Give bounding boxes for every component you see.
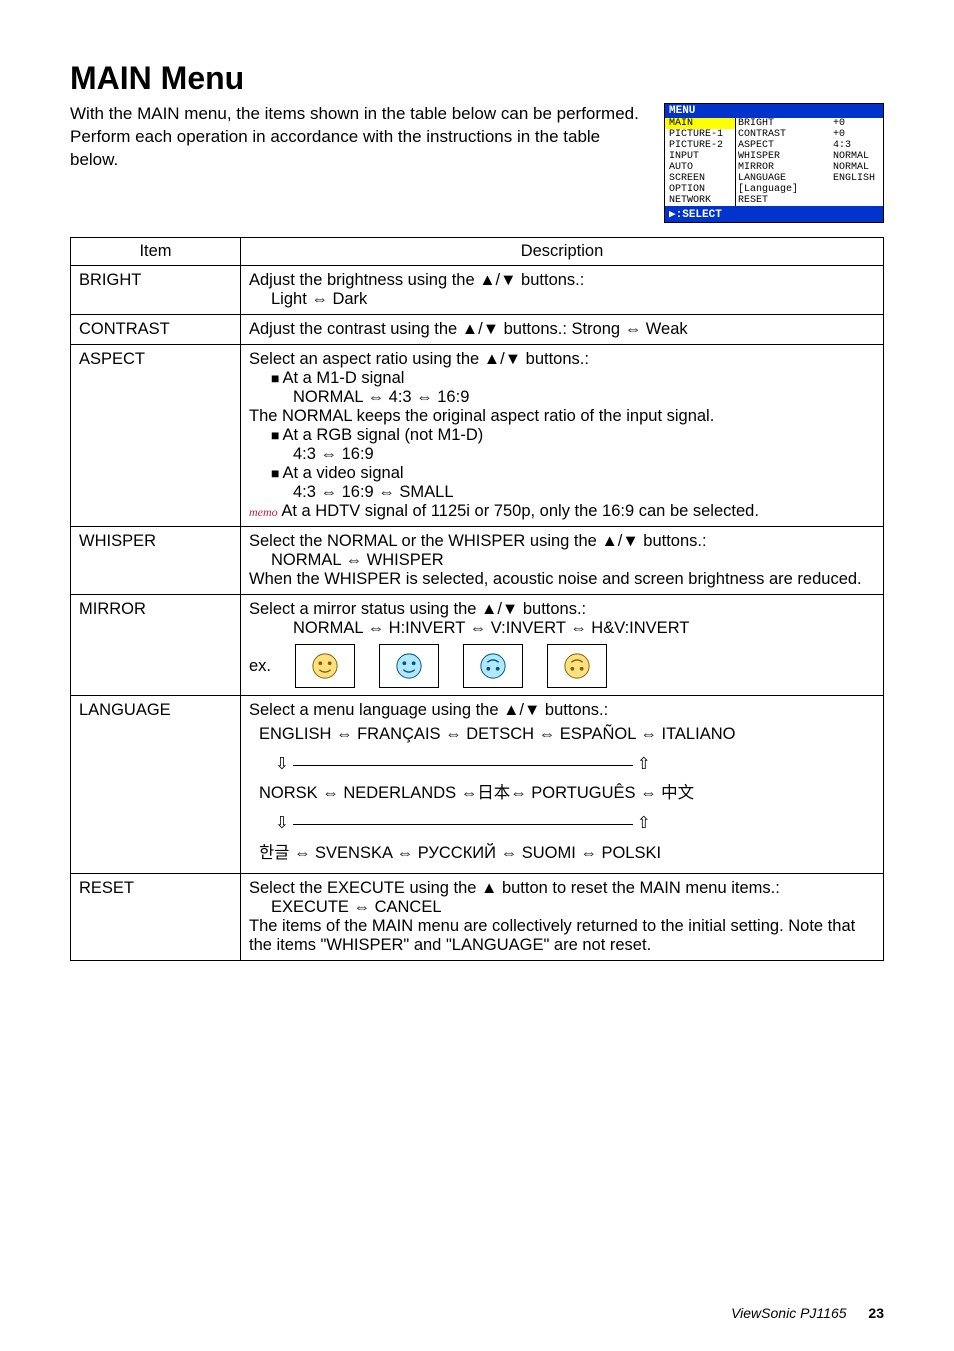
- text: Select a mirror status using the ▲/▼ but…: [249, 600, 586, 618]
- intro-row: With the MAIN menu, the items shown in t…: [70, 103, 884, 223]
- table-row: BRIGHT Adjust the brightness using the ▲…: [71, 266, 884, 315]
- desc-cell: Select a mirror status using the ▲/▼ but…: [241, 595, 884, 696]
- desc-cell: Select the NORMAL or the WHISPER using t…: [241, 527, 884, 595]
- osd-left: MAIN: [665, 118, 735, 129]
- memo-label: memo: [249, 505, 278, 519]
- osd-footer: ▶:SELECT: [665, 206, 883, 222]
- item-cell: CONTRAST: [71, 315, 241, 345]
- mirror-example-row: ex.: [249, 644, 875, 688]
- settings-table: Item Description BRIGHT Adjust the brigh…: [70, 237, 884, 961]
- lang-row-3: 한글 ⇔ SVENSKA ⇔ РУССКИЙ ⇔ SUOMI ⇔ POLSKI: [249, 839, 875, 869]
- osd-center: ASPECT: [735, 140, 831, 151]
- memo-text: At a HDTV signal of 1125i or 750p, only …: [278, 502, 759, 520]
- text: Light ⇔ Dark: [249, 290, 875, 309]
- product-name: ViewSonic PJ1165: [731, 1305, 846, 1321]
- osd-center: WHISPER: [735, 151, 831, 162]
- th-desc: Description: [241, 238, 884, 266]
- table-row: WHISPER Select the NORMAL or the WHISPER…: [71, 527, 884, 595]
- bullet-icon: ■: [271, 427, 279, 443]
- osd-rows: MAINBRIGHT+0 PICTURE-1CONTRAST+0 PICTURE…: [665, 118, 883, 206]
- text: EXECUTE ⇔ CANCEL: [249, 898, 875, 917]
- desc-cell: Adjust the brightness using the ▲/▼ butt…: [241, 266, 884, 315]
- page-footer: ViewSonic PJ1165 23: [731, 1305, 884, 1321]
- text: ■At a RGB signal (not M1-D): [249, 426, 875, 445]
- osd-right: [831, 184, 883, 195]
- text: Adjust the brightness using the ▲/▼ butt…: [249, 271, 584, 289]
- text: The NORMAL keeps the original aspect rat…: [249, 407, 714, 425]
- osd-left: INPUT: [665, 151, 735, 162]
- table-row: MIRROR Select a mirror status using the …: [71, 595, 884, 696]
- table-row: RESET Select the EXECUTE using the ▲ but…: [71, 874, 884, 961]
- language-cycle: ENGLISH ⇔ FRANÇAIS ⇔ DETSCH ⇔ ESPAÑOL ⇔ …: [249, 720, 875, 868]
- osd-center: RESET: [735, 195, 831, 206]
- osd-center: CONTRAST: [735, 129, 831, 140]
- bullet-icon: ■: [271, 370, 279, 386]
- intro-text: With the MAIN menu, the items shown in t…: [70, 103, 664, 172]
- osd-left: PICTURE-1: [665, 129, 735, 140]
- desc-cell: Select an aspect ratio using the ▲/▼ but…: [241, 345, 884, 527]
- osd-right: 4:3: [831, 140, 883, 151]
- text: Select the EXECUTE using the ▲ button to…: [249, 879, 780, 897]
- item-cell: LANGUAGE: [71, 696, 241, 874]
- text: Select a menu language using the ▲/▼ but…: [249, 701, 608, 719]
- item-cell: RESET: [71, 874, 241, 961]
- osd-left: NETWORK: [665, 195, 735, 206]
- osd-right: +0: [831, 129, 883, 140]
- page-number: 23: [868, 1305, 884, 1321]
- item-cell: WHISPER: [71, 527, 241, 595]
- connector: ⇩⇧: [249, 809, 875, 839]
- osd-left: SCREEN: [665, 173, 735, 184]
- osd-header: MENU: [665, 104, 883, 118]
- item-cell: BRIGHT: [71, 266, 241, 315]
- desc-cell: Adjust the contrast using the ▲/▼ button…: [241, 315, 884, 345]
- osd-right: [831, 195, 883, 206]
- text: Select the NORMAL or the WHISPER using t…: [249, 532, 707, 550]
- text: NORMAL ⇔ WHISPER: [249, 551, 875, 570]
- osd-left: PICTURE-2: [665, 140, 735, 151]
- text: 4:3 ⇔ 16:9: [249, 445, 875, 464]
- mirror-hinvert-icon: [379, 644, 439, 688]
- text: ■At a M1-D signal: [249, 369, 875, 388]
- text: 4:3 ⇔ 16:9 ⇔ SMALL: [249, 483, 875, 502]
- table-row: ASPECT Select an aspect ratio using the …: [71, 345, 884, 527]
- osd-center: [Language]: [735, 184, 831, 195]
- text: NORMAL ⇔ 4:3 ⇔ 16:9: [249, 388, 875, 407]
- lang-row-2: NORSK ⇔ NEDERLANDS ⇔日本⇔ PORTUGUÊS ⇔ 中文: [249, 779, 875, 809]
- item-cell: ASPECT: [71, 345, 241, 527]
- page-title: MAIN Menu: [70, 60, 884, 97]
- text: NORMAL ⇔ H:INVERT ⇔ V:INVERT ⇔ H&V:INVER…: [249, 619, 875, 638]
- connector: ⇩⇧: [249, 750, 875, 780]
- osd-right: ENGLISH: [831, 173, 883, 184]
- osd-right: NORMAL: [831, 162, 883, 173]
- ex-label: ex.: [249, 657, 271, 676]
- bullet-icon: ■: [271, 465, 279, 481]
- osd-left: AUTO: [665, 162, 735, 173]
- mirror-vinvert-icon: [463, 644, 523, 688]
- osd-center: BRIGHT: [735, 118, 831, 129]
- mirror-hvinvert-icon: [547, 644, 607, 688]
- mirror-normal-icon: [295, 644, 355, 688]
- desc-cell: Select the EXECUTE using the ▲ button to…: [241, 874, 884, 961]
- osd-left: OPTION: [665, 184, 735, 195]
- text: Select an aspect ratio using the ▲/▼ but…: [249, 350, 589, 368]
- text: ■At a video signal: [249, 464, 875, 483]
- item-cell: MIRROR: [71, 595, 241, 696]
- osd-right: NORMAL: [831, 151, 883, 162]
- lang-row-1: ENGLISH ⇔ FRANÇAIS ⇔ DETSCH ⇔ ESPAÑOL ⇔ …: [249, 720, 875, 750]
- th-item: Item: [71, 238, 241, 266]
- osd-center: MIRROR: [735, 162, 831, 173]
- osd-right: +0: [831, 118, 883, 129]
- table-row: CONTRAST Adjust the contrast using the ▲…: [71, 315, 884, 345]
- table-row: LANGUAGE Select a menu language using th…: [71, 696, 884, 874]
- osd-center: LANGUAGE: [735, 173, 831, 184]
- osd-menu-mock: MENU MAINBRIGHT+0 PICTURE-1CONTRAST+0 PI…: [664, 103, 884, 223]
- desc-cell: Select a menu language using the ▲/▼ but…: [241, 696, 884, 874]
- text: When the WHISPER is selected, acoustic n…: [249, 570, 862, 588]
- text: The items of the MAIN menu are collectiv…: [249, 917, 855, 954]
